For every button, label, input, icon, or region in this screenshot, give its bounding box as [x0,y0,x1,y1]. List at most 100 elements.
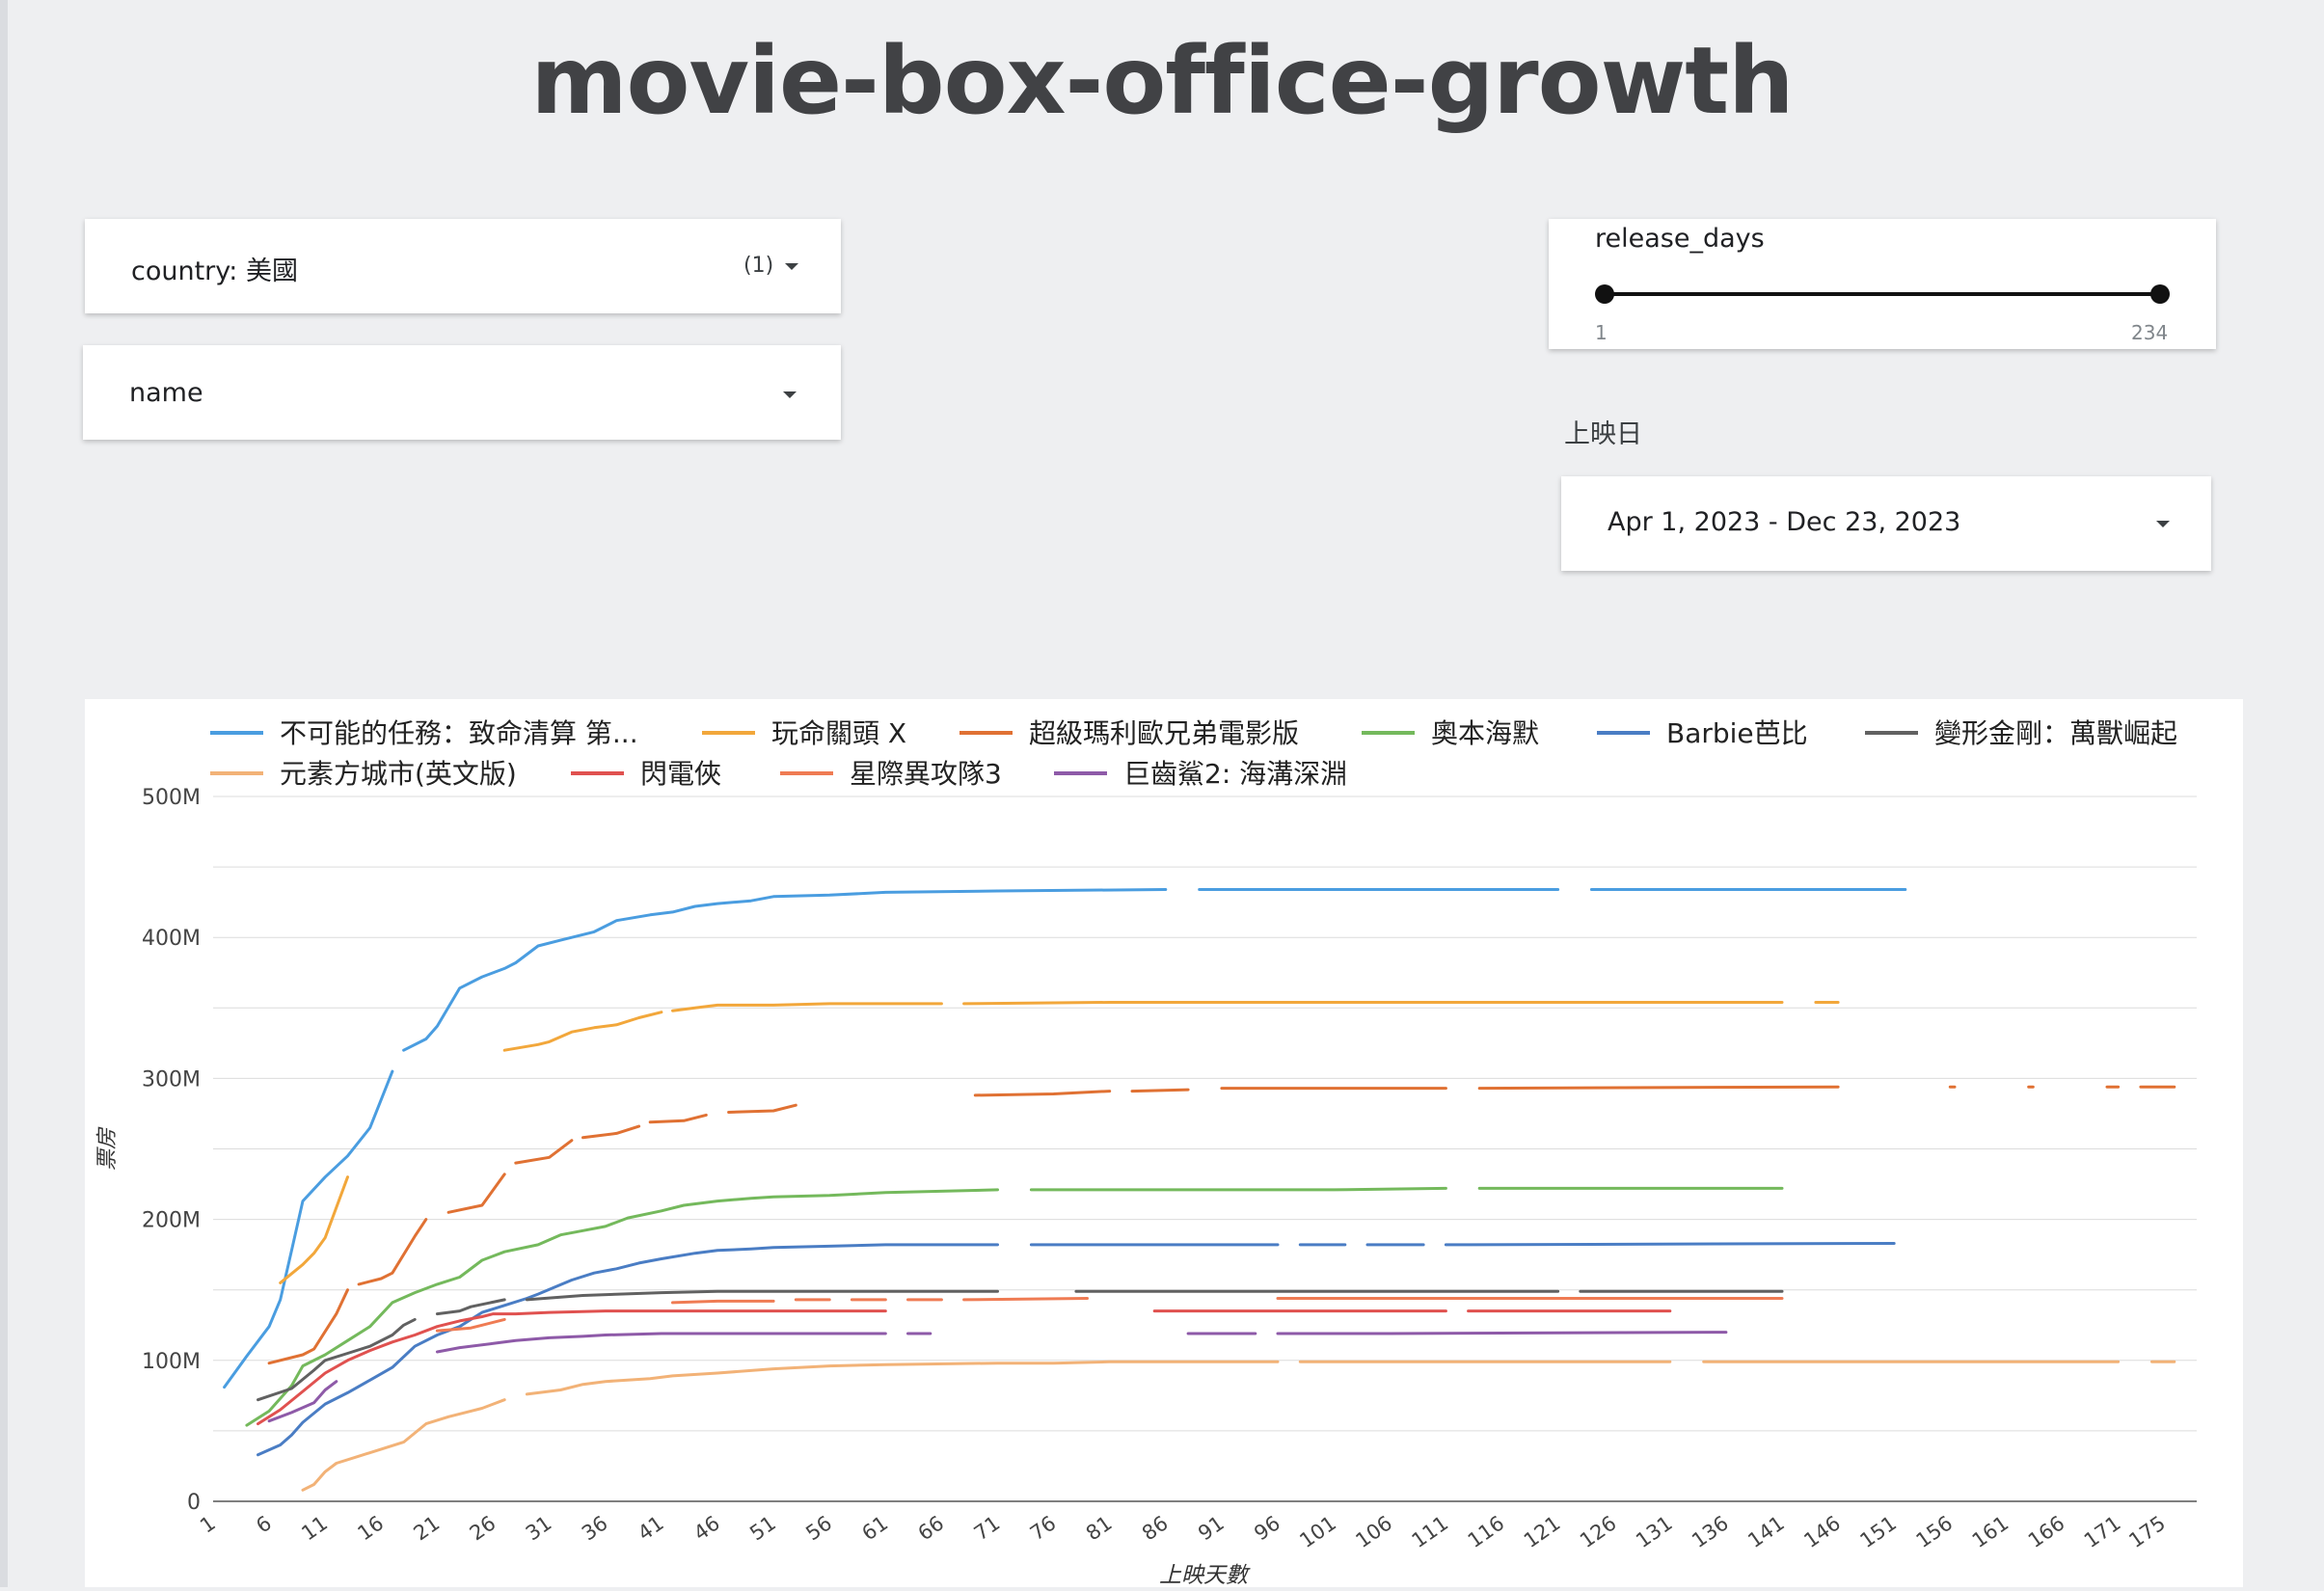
release-days-slider-control: release_days 1 234 [1549,219,2216,349]
release-days-max-handle[interactable] [2150,284,2170,304]
x-tick-label: 6 [252,1511,276,1537]
series-line [357,1218,428,1286]
x-tick-label: 56 [801,1511,836,1545]
chevron-down-icon [783,391,797,398]
x-tick-label: 106 [1352,1511,1397,1552]
x-tick-label: 136 [1688,1511,1733,1552]
y-tick-label: 200M [142,1209,201,1233]
legend-label: Barbie芭比 [1666,717,1808,749]
x-tick-label: 76 [1026,1511,1061,1545]
legend-label: 閃電俠 [640,758,721,790]
name-filter-dropdown[interactable]: name [83,345,841,440]
chevron-down-icon [2156,521,2170,527]
x-tick-label: 11 [297,1511,332,1545]
series-line [1276,1331,1728,1335]
x-tick-label: 156 [1912,1511,1958,1552]
country-filter-count: (1) [743,254,774,278]
series-line [223,1069,394,1389]
release-days-min-handle[interactable] [1595,284,1614,304]
x-tick-label: 26 [466,1511,500,1545]
x-tick-label: 1 [196,1511,220,1537]
series-line [671,1002,943,1012]
x-tick-label: 16 [354,1511,389,1545]
series-line [1029,1186,1447,1192]
legend-label: 奧本海默 [1431,717,1539,749]
legend-label: 變形金剛：萬獸崛起 [1934,717,2177,749]
series-line [502,1011,663,1052]
series-line [671,1299,775,1305]
release-days-slider-track[interactable] [1605,292,2160,296]
country-filter-label: country: 美國 [131,256,298,286]
left-edge-border [0,0,8,1587]
x-tick-label: 21 [410,1511,445,1545]
series-line [257,1317,417,1402]
legend-label: 超級瑪利歐兄弟電影版 [1029,717,1299,749]
legend-label: 星際異攻隊3 [850,758,1002,790]
series-line [648,1113,708,1124]
legend-label: 元素方城市(英文版) [280,758,517,790]
x-tick-label: 96 [1250,1511,1284,1545]
x-tick-label: 116 [1464,1511,1509,1552]
x-axis-title: 上映天數 [1159,1563,1251,1587]
series-line [435,1298,506,1316]
series-line [279,1175,349,1284]
x-tick-label: 151 [1855,1511,1901,1552]
series-line [1477,1085,1840,1091]
series-line [435,1317,506,1333]
x-tick-label: 86 [1138,1511,1173,1545]
series-line [1444,1242,1896,1247]
x-tick-label: 36 [578,1511,612,1545]
series-line [962,1001,1784,1006]
box-office-line-chart-card: 0 100M 200M 300M 400M 500M 1 6 11 16 21 26 31 36 41 46 5… [85,699,2243,1588]
x-tick-label: 146 [1799,1511,1845,1552]
x-tick-label: 46 [689,1511,724,1545]
x-tick-label: 71 [970,1511,1005,1545]
series-line [267,1380,338,1423]
x-tick-label: 175 [2124,1511,2170,1552]
x-tick-label: 91 [1194,1511,1229,1545]
x-tick-label: 121 [1520,1511,1565,1552]
series-line [1130,1088,1190,1093]
series-line [402,888,1168,1052]
series-line [257,1309,887,1426]
x-tick-label: 66 [914,1511,949,1545]
series-line [267,1288,349,1365]
legend-label: 不可能的任務：致命清算 第... [280,717,638,749]
x-tick-label: 61 [857,1511,892,1545]
series-line [525,1289,999,1302]
x-tick-label: 31 [522,1511,556,1545]
x-tick-label: 41 [634,1511,668,1545]
y-tick-label: 300M [142,1067,201,1092]
page-title: movie-box-office-growth [530,27,1794,135]
y-tick-label: 400M [142,927,201,951]
y-tick-label: 100M [142,1350,201,1374]
series-line [525,1360,1280,1396]
chevron-down-icon [785,263,798,270]
x-tick-label: 81 [1082,1511,1117,1545]
x-tick-label: 171 [2080,1511,2125,1552]
series-line [962,1297,1089,1302]
y-axis-title: 票房 [95,1126,120,1171]
name-filter-label: name [129,378,203,408]
series-line [727,1103,797,1114]
x-tick-label: 51 [745,1511,780,1545]
series-line [973,1090,1112,1097]
release-days-max-value: 234 [2131,321,2169,344]
series-line [446,1173,506,1214]
y-tick-label: 0 [187,1491,201,1515]
release-date-section-label: 上映日 [1564,419,1642,449]
x-tick-label: 131 [1632,1511,1677,1552]
x-tick-label: 126 [1576,1511,1621,1552]
x-tick-label: 161 [1968,1511,2013,1552]
x-tick-label: 111 [1408,1511,1453,1552]
series-line [581,1124,641,1140]
release-days-label: release_days [1595,224,1765,254]
x-tick-label: 166 [2024,1511,2069,1552]
series-line [245,1188,999,1427]
date-range-value: Apr 1, 2023 - Dec 23, 2023 [1608,507,1961,537]
series-line [435,1332,887,1354]
country-filter-dropdown[interactable]: country: 美國 (1) [85,219,841,313]
series-line [514,1139,574,1165]
date-range-picker[interactable]: Apr 1, 2023 - Dec 23, 2023 [1561,476,2211,571]
